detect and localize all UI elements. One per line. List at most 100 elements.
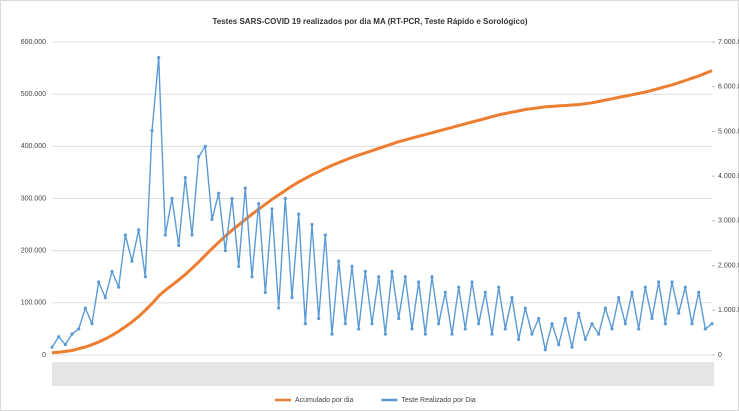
series-marker (217, 191, 221, 195)
series-marker (323, 233, 327, 237)
series-marker (443, 290, 447, 294)
series-marker (77, 327, 81, 331)
series-marker (357, 327, 361, 331)
series-marker (297, 212, 301, 216)
y2-tick-label: 1.000.000 (718, 307, 739, 314)
series-marker (183, 176, 187, 180)
series-marker (270, 207, 274, 211)
series-marker (543, 348, 547, 352)
series-marker (430, 275, 434, 279)
series-marker (470, 280, 474, 284)
series-marker (177, 243, 181, 248)
series-marker (163, 233, 167, 237)
y-tick-label: 600.000 (21, 39, 46, 46)
series-marker (623, 322, 627, 326)
series-marker (637, 327, 641, 331)
series-marker (630, 290, 634, 294)
series-marker (137, 228, 141, 232)
series-marker (63, 342, 67, 347)
series-marker (110, 269, 114, 274)
series-marker (417, 280, 421, 284)
y2-tick-label: 2.000.000 (718, 262, 739, 269)
series-marker (343, 322, 347, 326)
series-marker (203, 144, 207, 148)
y-tick-label: 0 (42, 352, 46, 359)
series-marker (103, 296, 107, 300)
series-marker (130, 259, 134, 263)
y2-tick-label: 4.000.000 (718, 173, 739, 180)
y-tick-label: 300.000 (21, 195, 46, 202)
series-marker (250, 275, 254, 279)
series-marker (197, 155, 201, 159)
series-marker (643, 285, 647, 289)
series-marker (190, 233, 194, 237)
series-marker (57, 335, 61, 339)
series-marker (570, 345, 574, 349)
series-marker (663, 322, 667, 326)
series-marker (690, 322, 694, 326)
series-marker (703, 327, 707, 331)
series-marker (670, 280, 674, 284)
series-marker (577, 311, 581, 315)
series-marker (530, 332, 534, 336)
series-marker (363, 269, 367, 274)
y-tick-label: 400.000 (21, 143, 46, 150)
legend-label: Teste Realizado por Dia (401, 397, 475, 404)
series-marker (230, 196, 234, 201)
series-marker (550, 322, 554, 326)
series-marker (83, 306, 87, 310)
y2-tick-label: 3.000.000 (718, 218, 739, 225)
chart-title: Testes SARS-COVID 19 realizados por dia … (212, 17, 527, 26)
series-marker (710, 322, 714, 326)
series-marker (337, 259, 341, 263)
series-marker (657, 280, 661, 284)
series-marker (123, 233, 127, 237)
series-line (51, 69, 713, 355)
series-marker (223, 249, 227, 253)
series-marker (503, 327, 507, 331)
y-tick-label: 200.000 (21, 248, 46, 255)
y-tick-label: 100.000 (21, 300, 46, 307)
series-marker (590, 322, 594, 326)
series-marker (597, 332, 601, 336)
series-marker (563, 316, 567, 321)
series-marker (150, 129, 154, 133)
series-marker (317, 316, 321, 321)
series-marker (377, 275, 381, 279)
series-marker (170, 196, 174, 201)
y-tick-label: 500.000 (21, 91, 46, 98)
series-marker (70, 332, 74, 336)
y2-tick-label: 7.000.000 (718, 39, 739, 46)
series-marker (403, 275, 407, 279)
series-marker (410, 327, 414, 331)
series-marker (677, 311, 681, 315)
series-marker (510, 296, 514, 300)
legend-label: Acumulado por dia (295, 397, 353, 404)
series-marker (483, 290, 487, 294)
series-marker (263, 290, 267, 294)
series-marker (143, 275, 147, 279)
series-marker (303, 322, 307, 326)
series-marker (243, 186, 247, 190)
series-marker (310, 222, 314, 227)
series-marker (423, 332, 427, 336)
series-marker (697, 290, 701, 294)
series-marker (603, 306, 607, 310)
series-marker (210, 217, 214, 221)
series-marker (370, 322, 374, 326)
series-marker (50, 345, 54, 349)
series-marker (257, 202, 261, 206)
series-marker (437, 322, 441, 326)
series-marker (290, 296, 294, 300)
series-marker (583, 337, 587, 341)
y2-tick-label: 5.000.000 (718, 128, 739, 135)
series-marker (237, 264, 241, 268)
series-marker (650, 316, 654, 321)
series-marker (457, 285, 461, 289)
series-marker (283, 196, 287, 201)
series-marker (383, 332, 387, 336)
series-marker (350, 264, 354, 268)
series-marker (397, 316, 401, 321)
